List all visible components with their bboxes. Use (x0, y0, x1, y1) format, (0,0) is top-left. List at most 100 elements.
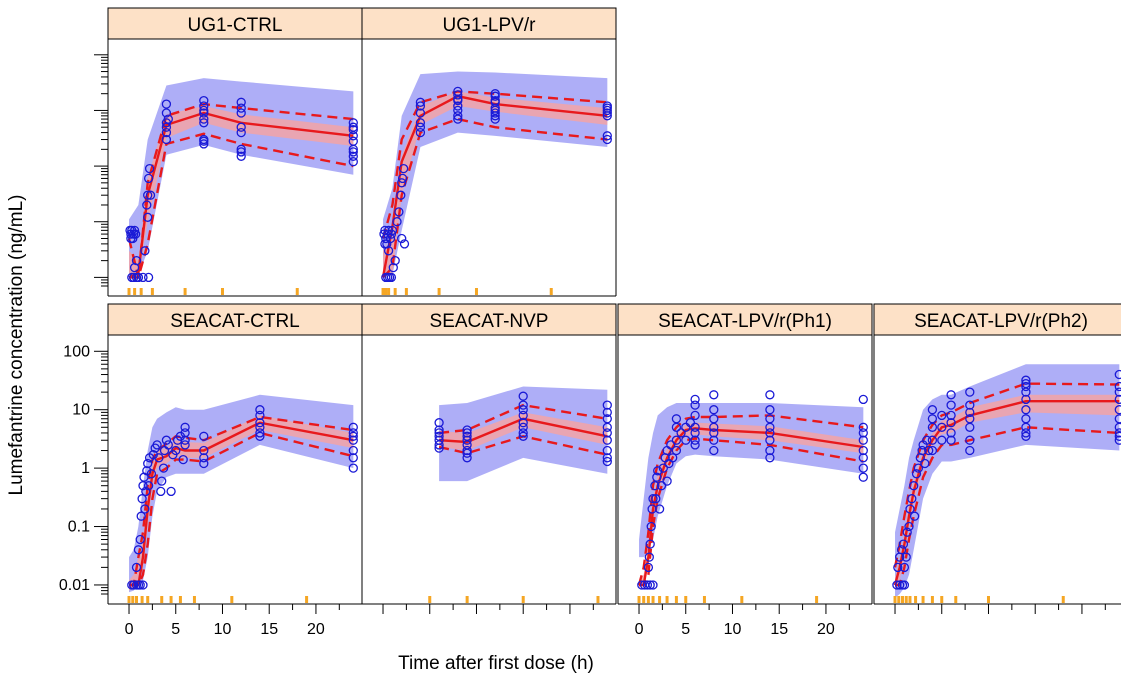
observed-point (131, 255, 142, 266)
bin-marker (160, 596, 164, 603)
observed-point (927, 422, 938, 432)
observed-point (652, 472, 662, 482)
x-tick-label: 0 (635, 621, 644, 638)
observed-point (453, 101, 463, 111)
bin-marker (146, 596, 150, 603)
observed-point (858, 453, 868, 463)
bin-marker (908, 596, 912, 603)
observed-point (602, 108, 612, 118)
observed-point (199, 108, 209, 118)
observed-point (199, 101, 209, 111)
observed-point (676, 428, 686, 438)
bin-marker (127, 596, 131, 603)
observed-point (685, 418, 696, 428)
observed-point (518, 400, 528, 410)
observed-point (348, 157, 358, 167)
observed-point (348, 428, 358, 438)
observed-point (462, 425, 472, 435)
panel-data (125, 78, 358, 295)
observed-point (898, 539, 909, 549)
bin-marker (150, 288, 154, 295)
bin-marker (133, 288, 137, 295)
observed-point (415, 97, 426, 107)
prediction-interval-band (129, 394, 354, 593)
bin-marker (900, 596, 904, 603)
observed-point (709, 422, 719, 432)
observed-point (490, 108, 500, 118)
panel-strip (361, 303, 617, 336)
bin-marker (815, 596, 819, 603)
observed-point (131, 562, 142, 573)
observed-point (199, 139, 209, 149)
observed-point (199, 95, 209, 106)
bin-marker (702, 596, 706, 603)
observed-point (390, 255, 400, 266)
observed-point (199, 445, 209, 456)
observed-point (348, 144, 358, 154)
x-tick-label: 0 (125, 621, 134, 638)
panel-data (428, 386, 612, 603)
observed-point (907, 494, 917, 504)
observed-point (765, 445, 775, 456)
observed-point (434, 440, 444, 450)
panel-data (127, 394, 358, 603)
bin-marker (178, 596, 182, 603)
observed-point (518, 428, 528, 438)
observed-point (858, 422, 868, 432)
observed-point (255, 422, 265, 432)
panel-strip (617, 303, 873, 336)
panel-title: UG1-LPV/r (443, 15, 537, 36)
observed-point (462, 448, 472, 458)
observed-point (690, 394, 700, 405)
observed-point (129, 580, 139, 590)
observed-point (518, 422, 528, 432)
observed-point (143, 458, 153, 469)
observed-point (158, 463, 169, 473)
observed-point (490, 105, 500, 116)
observed-point (1114, 394, 1121, 405)
observed-point (927, 435, 938, 445)
observed-point (927, 445, 938, 456)
panels-layer: UG1-CTRL UG1-LPV/r SEACAT-CTRL 0.01 0.1 1 10 10… (59, 7, 1121, 638)
bin-marker (940, 596, 944, 603)
observed-point (348, 118, 358, 128)
panel-strip (873, 303, 1121, 336)
observed-point (199, 431, 209, 441)
observed-point (937, 435, 947, 445)
x-tick-label: 20 (307, 621, 325, 638)
observed-95th-percentile-line (381, 90, 608, 239)
observed-point (434, 425, 444, 435)
observed-point (602, 445, 612, 456)
observed-point (765, 405, 775, 415)
observed-point (236, 151, 246, 161)
observed-point (236, 144, 246, 154)
observed-point (462, 435, 472, 445)
observed-point (397, 233, 407, 244)
observed-point (937, 422, 947, 432)
observed-point (136, 511, 146, 521)
observed-5th-percentile-line (639, 437, 864, 587)
panel-seacat-lpv-r-ph1: SEACAT-LPV/r(Ph1) 0 5 10 15 20 (617, 303, 873, 638)
observed-point (142, 200, 152, 210)
observed-point (143, 190, 153, 200)
observed-point (255, 428, 265, 438)
observed-point (143, 212, 153, 222)
observed-point (895, 580, 905, 590)
bin-marker (1061, 596, 1065, 603)
observed-point (126, 233, 136, 244)
observed-point (163, 114, 173, 124)
bin-marker (930, 596, 934, 603)
observed-point (648, 580, 658, 590)
observed-point (348, 431, 358, 441)
observed-point (518, 418, 528, 428)
observed-point (653, 466, 663, 476)
observed-point (415, 127, 426, 138)
observed-point (1021, 375, 1031, 385)
bin-marker (904, 596, 908, 603)
observed-point (690, 410, 700, 421)
observed-point (896, 545, 907, 555)
observed-point (1114, 428, 1121, 438)
observed-point (255, 405, 265, 415)
bin-marker (381, 288, 385, 295)
observed-point (434, 418, 444, 428)
